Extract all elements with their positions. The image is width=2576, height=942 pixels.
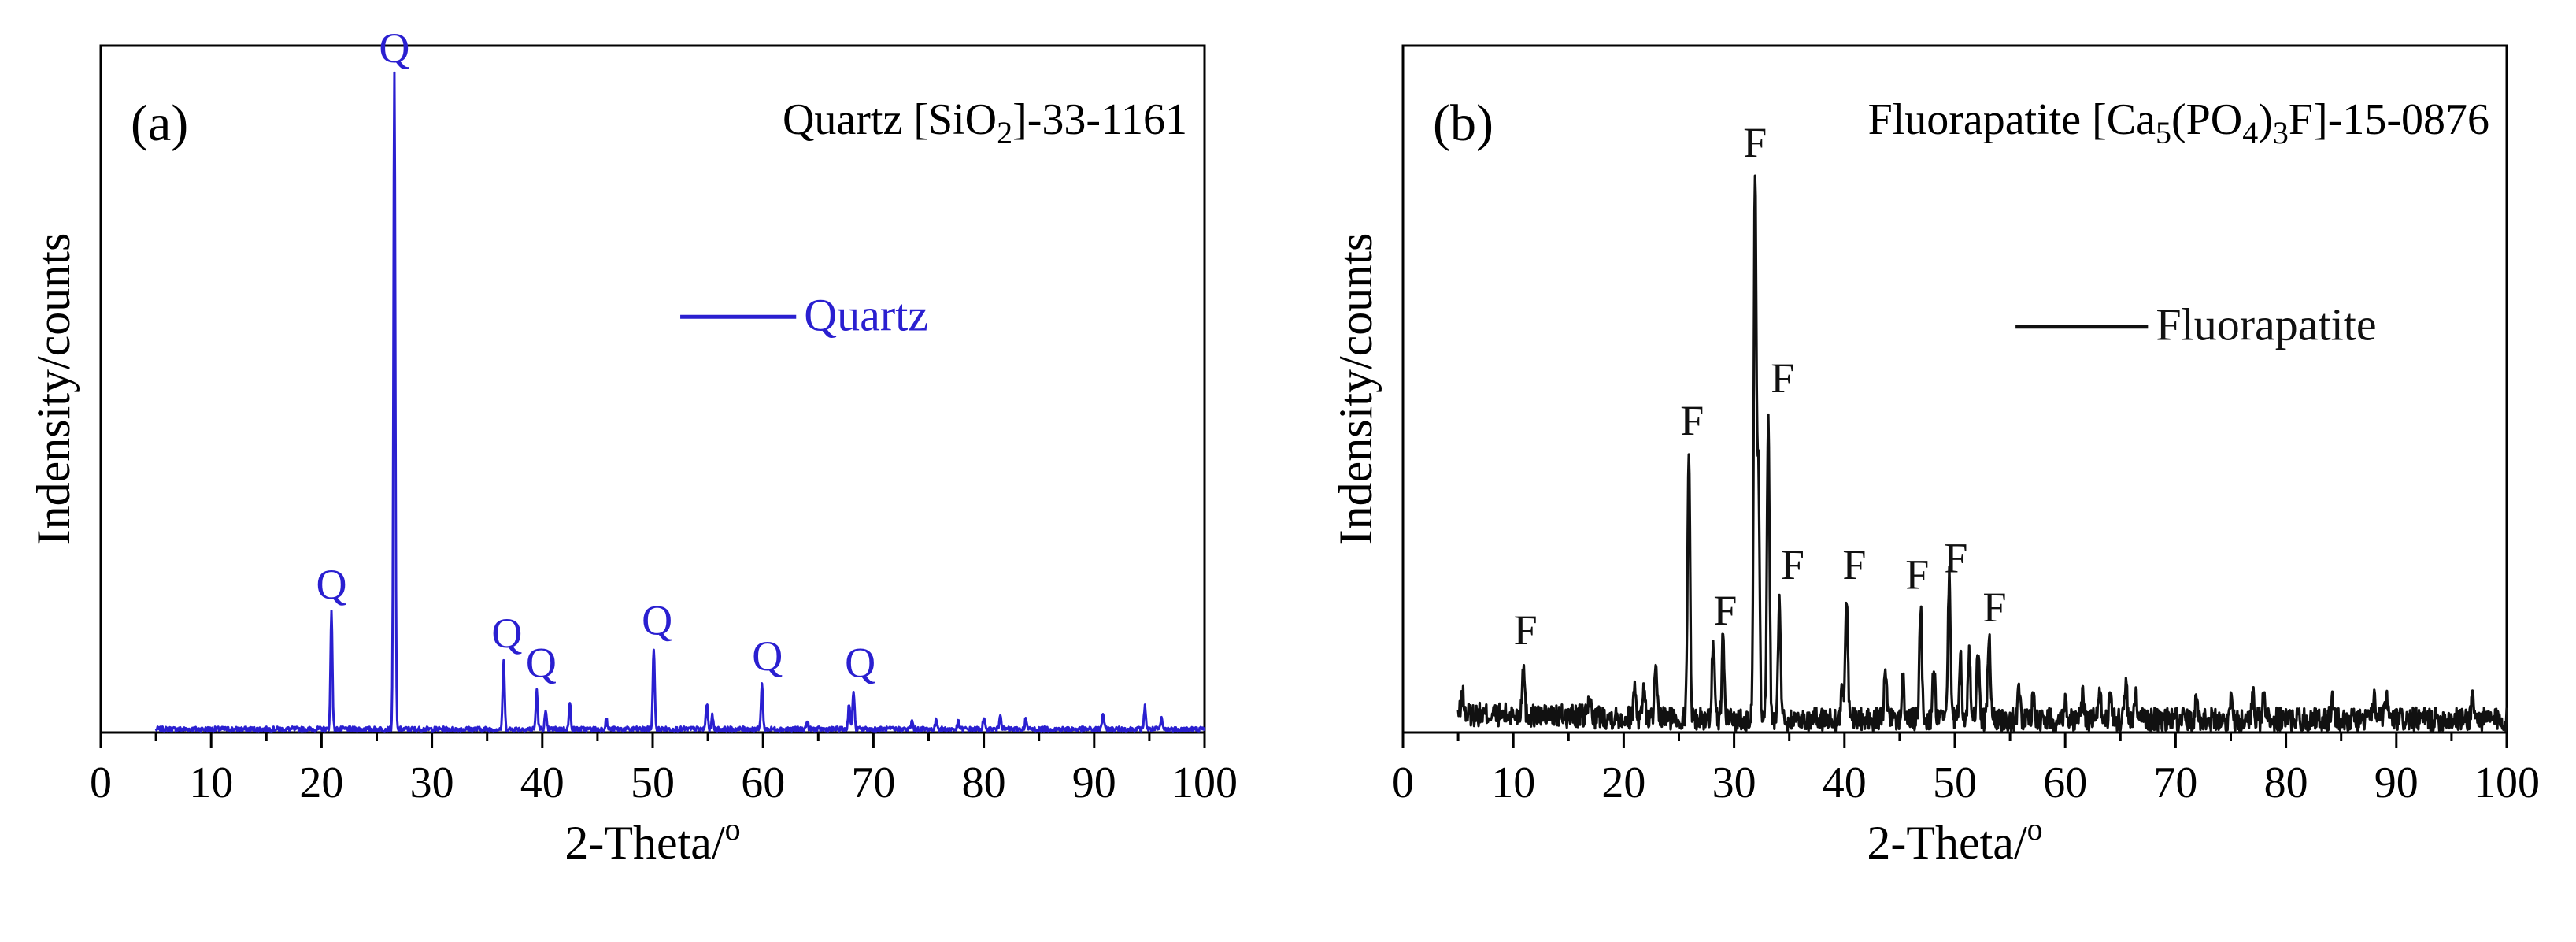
x-tick-label: 0 [90,758,112,807]
panel-a-quartz: 0 10 20 30 40 50 60 70 80 90 100 2-Theta/o Indensity… [28,24,1238,869]
x-axis-title-text: 2-Theta/ [1867,817,2027,869]
peak-label: F [1680,397,1704,444]
x-tick-label: 80 [962,758,1006,807]
peak-label: F [1982,584,2006,631]
peak-label: F [1713,587,1737,634]
x-axis-title-degree: o [725,811,741,847]
x-tick-label: 60 [2043,758,2087,807]
x-tick-label: 30 [410,758,454,807]
x-axis-title: 2-Theta/o [564,811,740,869]
reference-pdf-card: Fluorapatite [Ca5(PO4)3F]-15-0876 [1868,95,2489,150]
y-axis-title: Indensity/counts [1330,233,1382,546]
x-tick-label: 90 [1072,758,1116,807]
peak-label: F [1842,541,1866,588]
x-tick-label: 40 [520,758,564,807]
reference-pdf-card: Quartz [SiO2]-33-1161 [783,95,1187,150]
x-tick-label: 80 [2264,758,2308,807]
reference-part: Fluorapatite [Ca [1868,95,2156,144]
peak-label: Q [491,610,522,657]
x-tick-label: 100 [2474,758,2540,807]
x-axis-title-text: 2-Theta/ [564,817,725,869]
y-axis-title: Indensity/counts [28,233,80,546]
reference-part: ) [2258,95,2273,144]
panel-label: (b) [1433,95,1493,152]
x-axis-title-degree: o [2027,811,2043,847]
x-tick-label: 20 [299,758,343,807]
panel-b-fluorapatite: 0 10 20 30 40 50 60 70 80 90 100 2-Theta/o Indensity… [1330,44,2540,869]
x-tick-label: 60 [741,758,785,807]
x-tick-label: 10 [189,758,233,807]
reference-part: 5 [2156,115,2171,150]
peak-label: F [1905,551,1929,598]
reference-part: Quartz [SiO [783,95,997,144]
plot-frame [1401,44,2508,734]
x-tick-label: 70 [2153,758,2197,807]
peak-label: F [1771,354,1794,402]
reference-part: 4 [2242,115,2258,150]
x-tick-label: 30 [1712,758,1756,807]
x-tick-label: 100 [1171,758,1238,807]
peak-label: F [1514,606,1538,654]
peak-label: Q [379,24,409,72]
series-line-fluorapatite [1456,174,2508,732]
x-tick-label: 50 [631,758,675,807]
peak-label: F [1743,119,1767,166]
reference-sub: 2 [997,115,1012,150]
legend-label: Fluorapatite [2156,299,2376,350]
reference-part: ]-33-1161 [1012,95,1187,144]
peak-label: Q [642,596,672,643]
peak-label: Q [752,632,783,680]
peak-label: F [1781,541,1804,588]
legend-label: Quartz [804,289,928,340]
x-tick-label: 0 [1392,758,1414,807]
x-axis-title: 2-Theta/o [1867,811,2042,869]
reference-part: 3 [2273,115,2289,150]
peak-label: Q [526,639,557,686]
peak-label: Q [316,561,347,608]
x-tick-label: 90 [2374,758,2419,807]
x-tick-label: 50 [1933,758,1977,807]
reference-part: (PO [2171,95,2242,144]
x-tick-label: 10 [1491,758,1535,807]
series-line-quartz [154,71,1206,733]
x-tick-label: 40 [1823,758,1867,807]
panel-label: (a) [131,95,188,152]
peak-label: Q [845,639,875,686]
reference-part: F]-15-0876 [2289,95,2489,144]
x-tick-label: 20 [1601,758,1645,807]
peak-label: F [1944,535,1967,582]
x-tick-label: 70 [851,758,895,807]
